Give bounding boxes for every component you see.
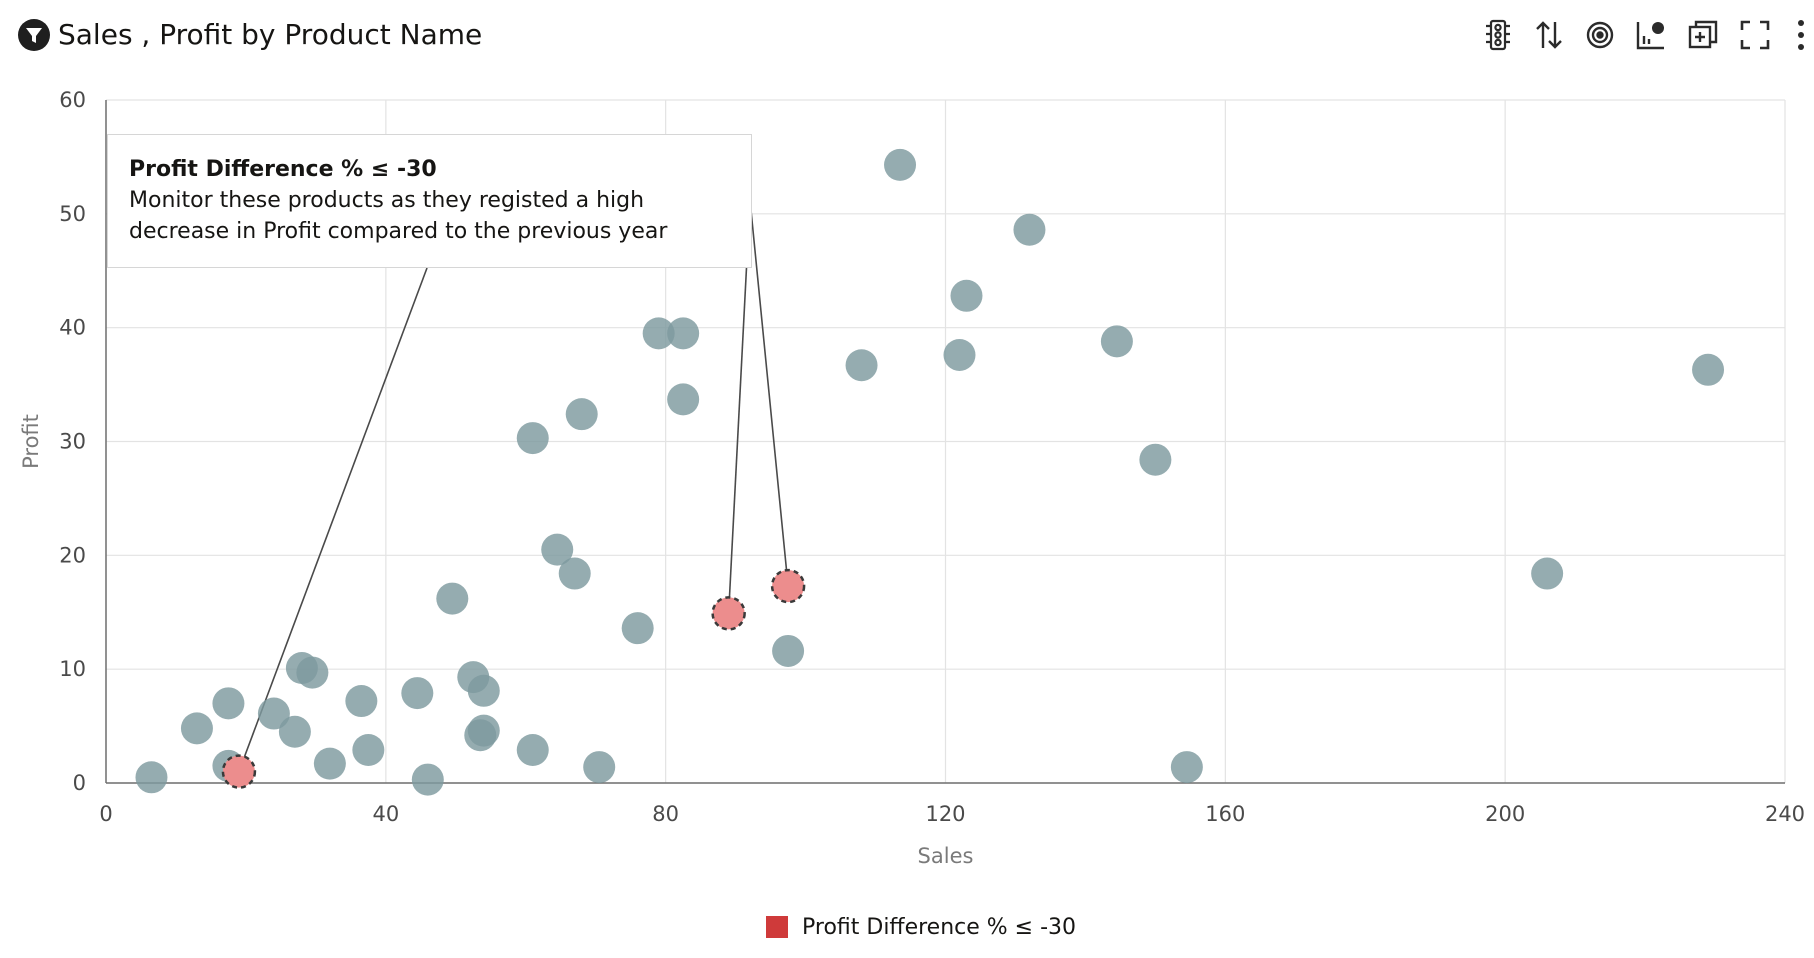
data-point: [296, 656, 329, 689]
x-axis-title: Sales: [918, 844, 974, 868]
data-point: [772, 634, 805, 667]
y-tick-label: 60: [59, 88, 86, 112]
traffic-light-icon[interactable]: [1477, 14, 1519, 56]
data-point: [212, 687, 245, 720]
highlighted-data-point: [770, 568, 806, 604]
highlighted-data-point: [221, 754, 257, 789]
y-tick-label: 10: [59, 657, 86, 681]
y-tick-label: 20: [59, 543, 86, 567]
data-point: [516, 733, 549, 766]
data-point: [667, 317, 700, 350]
data-point: [1139, 443, 1172, 476]
x-tick-label: 80: [652, 802, 679, 826]
chart-legend: Profit Difference % ≤ -30: [766, 912, 1076, 942]
data-point: [943, 338, 976, 371]
data-point: [1100, 325, 1133, 358]
data-point: [667, 383, 700, 416]
y-tick-label: 40: [59, 316, 86, 340]
data-point: [180, 712, 213, 745]
data-point: [541, 533, 574, 566]
data-point: [467, 674, 500, 707]
data-point: [257, 697, 290, 730]
annotation-connector: [727, 199, 751, 614]
data-point: [1170, 751, 1203, 784]
x-tick-label: 200: [1485, 802, 1525, 826]
data-point: [845, 349, 878, 382]
data-point: [1692, 353, 1725, 386]
annotation-connector: [749, 199, 789, 587]
data-point: [401, 677, 434, 710]
y-tick-label: 30: [59, 430, 86, 454]
data-point: [621, 612, 654, 645]
annotation-title: Profit Difference % ≤ -30: [129, 157, 437, 182]
data-point: [352, 733, 385, 766]
data-point: [884, 148, 917, 181]
data-point: [313, 747, 346, 780]
scatter-chart: 0 40 80 120 160 200 240 0 10 20 30 40 50 60 Sales Profi…: [19, 88, 1805, 868]
data-point: [1531, 557, 1564, 590]
filter-icon[interactable]: [18, 19, 50, 51]
data-point: [467, 714, 500, 747]
x-tick-label: 160: [1205, 802, 1245, 826]
x-tick-label: 0: [99, 802, 112, 826]
y-axis-title: Profit: [19, 414, 43, 469]
chart-toolbar: [1414, 14, 1814, 56]
x-tick-label: 240: [1765, 802, 1805, 826]
sort-icon[interactable]: [1528, 14, 1570, 56]
annotation-note[interactable]: Profit Difference % ≤ -30 Monitor these …: [107, 134, 752, 268]
target-icon[interactable]: [1579, 14, 1621, 56]
data-point: [278, 715, 311, 748]
data-point: [583, 751, 616, 784]
chart-insight-icon[interactable]: [1630, 14, 1672, 56]
data-point: [516, 422, 549, 455]
legend-label[interactable]: Profit Difference % ≤ -30: [802, 914, 1077, 940]
more-options-icon[interactable]: [1780, 14, 1814, 56]
data-point: [642, 317, 675, 350]
annotation-body: Monitor these products as they registed …: [129, 188, 668, 244]
legend-swatch: [766, 916, 788, 938]
y-tick-label: 0: [73, 771, 86, 795]
data-point: [411, 763, 444, 796]
x-tick-label: 120: [925, 802, 965, 826]
fullscreen-icon[interactable]: [1734, 14, 1776, 56]
highlighted-data-point: [711, 596, 746, 631]
data-point: [565, 398, 598, 431]
data-point: [345, 685, 378, 718]
data-point: [950, 279, 983, 312]
add-chart-icon[interactable]: [1682, 14, 1724, 56]
data-point: [558, 557, 591, 590]
y-tick-label: 50: [59, 202, 86, 226]
annotation-connector: [238, 267, 428, 772]
data-point: [436, 582, 469, 615]
data-point: [1013, 213, 1046, 246]
data-point: [135, 761, 168, 794]
chart-title: Sales , Profit by Product Name: [58, 18, 483, 51]
x-tick-label: 40: [372, 802, 399, 826]
chart-header: Sales , Profit by Product Name: [0, 0, 1814, 70]
